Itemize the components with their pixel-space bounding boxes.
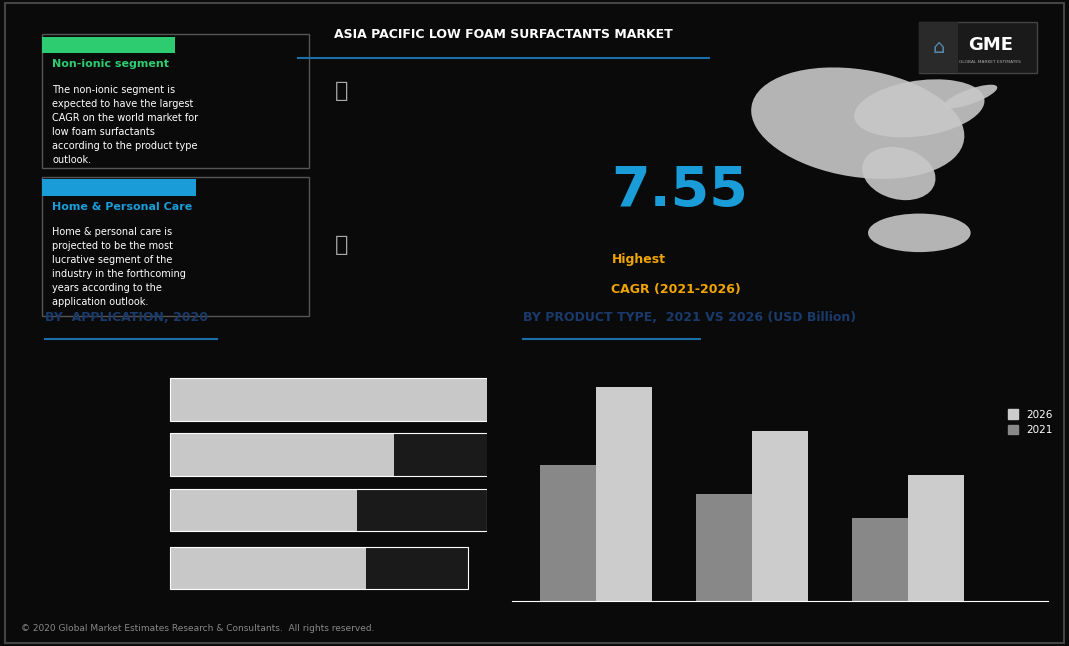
Bar [42, 34, 309, 167]
Text: Home & personal care is
projected to be the most
lucrative segment of the
indust: Home & personal care is projected to be … [52, 227, 186, 307]
Bar [752, 431, 808, 601]
Text: GME: GME [967, 36, 1012, 54]
Bar [696, 494, 752, 601]
Ellipse shape [944, 85, 997, 109]
Text: ASIA PACIFIC LOW FOAM SURFACTANTS MARKET: ASIA PACIFIC LOW FOAM SURFACTANTS MARKET [335, 28, 673, 41]
Bar [170, 433, 533, 476]
Text: BY  APPLICATION, 2020: BY APPLICATION, 2020 [45, 311, 207, 324]
Bar [170, 378, 487, 421]
Text: CAGR (2021-2026): CAGR (2021-2026) [611, 283, 741, 296]
Text: ⓘ: ⓘ [335, 81, 347, 101]
Bar [42, 176, 309, 316]
Text: 7.55: 7.55 [611, 164, 748, 218]
Bar [393, 433, 533, 476]
Bar [170, 488, 357, 532]
Bar [170, 488, 487, 532]
Text: GLOBAL MARKET ESTIMATES: GLOBAL MARKET ESTIMATES [959, 60, 1021, 65]
Bar [919, 23, 958, 73]
Text: Non-ionic segment: Non-ionic segment [52, 59, 169, 69]
Text: Highest: Highest [611, 253, 666, 266]
Bar [42, 37, 175, 54]
Bar [919, 23, 1037, 73]
Bar [357, 488, 487, 532]
Bar [595, 387, 651, 601]
Text: Home & Personal Care: Home & Personal Care [52, 202, 192, 212]
Ellipse shape [862, 147, 935, 200]
Bar [170, 378, 580, 421]
Ellipse shape [868, 214, 971, 252]
Bar [366, 547, 468, 589]
Ellipse shape [752, 67, 964, 179]
Bar [170, 547, 366, 589]
Text: BY PRODUCT TYPE,  2021 VS 2026 (USD Billion): BY PRODUCT TYPE, 2021 VS 2026 (USD Billi… [523, 311, 856, 324]
Text: The non-ionic segment is
expected to have the largest
CAGR on the world market f: The non-ionic segment is expected to hav… [52, 85, 198, 165]
Text: ⌂: ⌂ [932, 38, 945, 57]
Bar [487, 378, 580, 421]
Bar [852, 518, 909, 601]
Bar [909, 475, 964, 601]
Bar [170, 547, 468, 589]
Text: ⓘ: ⓘ [335, 234, 347, 255]
Bar [170, 433, 393, 476]
Ellipse shape [854, 79, 985, 138]
Bar [42, 180, 196, 196]
Text: © 2020 Global Market Estimates Research & Consultants.  All rights reserved.: © 2020 Global Market Estimates Research … [21, 624, 375, 633]
Legend: 2026, 2021: 2026, 2021 [1008, 410, 1053, 435]
Bar [540, 465, 595, 601]
